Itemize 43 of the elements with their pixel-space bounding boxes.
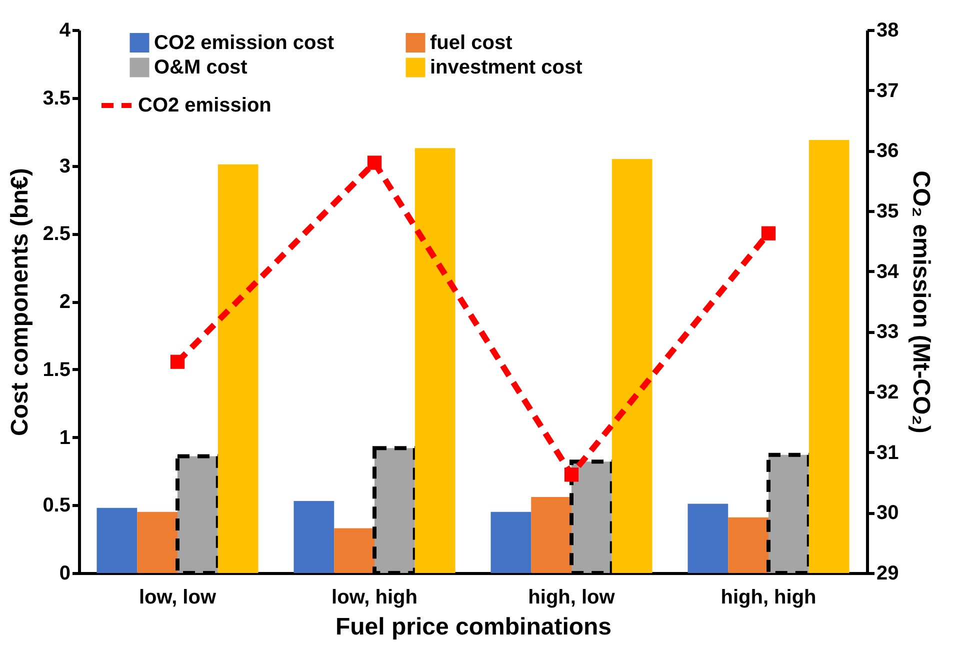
- point: [564, 468, 579, 482]
- bar: [808, 140, 850, 573]
- legend-label: investment cost: [430, 56, 583, 78]
- y-axis-title: Cost components (bn€): [6, 168, 34, 436]
- y-tick-label: 3: [59, 155, 70, 178]
- x-tick-label: high, high: [720, 586, 816, 608]
- bar: [96, 508, 138, 573]
- legend-label: fuel cost: [430, 32, 513, 54]
- bar: [294, 501, 334, 573]
- y2-axis-title: CO₂ emission (Mt-CO₂): [908, 170, 935, 434]
- legend-label: CO2 emission: [138, 94, 272, 116]
- point: [761, 226, 776, 240]
- bar: [218, 164, 258, 573]
- y-tick-label: 0: [59, 562, 70, 584]
- x-tick-label: low, high: [332, 586, 418, 608]
- bar: [612, 158, 652, 573]
- y-tick-label: 1.5: [42, 358, 70, 381]
- y2-tick-label: 34: [876, 260, 900, 283]
- y2-tick-label: 33: [876, 321, 899, 344]
- y-tick-label: 4: [59, 20, 72, 42]
- bar: [688, 504, 728, 573]
- y-tick-label: 2.5: [42, 223, 70, 246]
- legend-label: O&M cost: [154, 56, 248, 78]
- y-tick-label: 0.5: [42, 494, 70, 517]
- point: [170, 354, 185, 369]
- y-tick-label: 2: [59, 291, 70, 313]
- point: [367, 156, 382, 170]
- x-tick-label: low, low: [138, 586, 216, 608]
- y2-tick-label: 32: [876, 382, 899, 404]
- legend-label: CO2 emission cost: [154, 32, 334, 54]
- y2-tick-label: 30: [876, 502, 899, 524]
- x-tick-label: high, low: [528, 586, 616, 608]
- bar: [414, 148, 456, 573]
- x-axis-title: Fuel price combinations: [335, 614, 612, 640]
- y2-tick-label: 37: [876, 80, 899, 102]
- y2-tick-label: 36: [876, 140, 899, 162]
- y2-tick-label: 35: [876, 200, 899, 222]
- bar: [490, 512, 532, 573]
- y2-tick-label: 38: [876, 20, 899, 42]
- y2-tick-label: 31: [876, 442, 899, 464]
- y-tick-label: 1: [59, 426, 70, 449]
- y-tick-label: 3.5: [42, 87, 70, 110]
- y2-tick-label: 29: [876, 562, 899, 584]
